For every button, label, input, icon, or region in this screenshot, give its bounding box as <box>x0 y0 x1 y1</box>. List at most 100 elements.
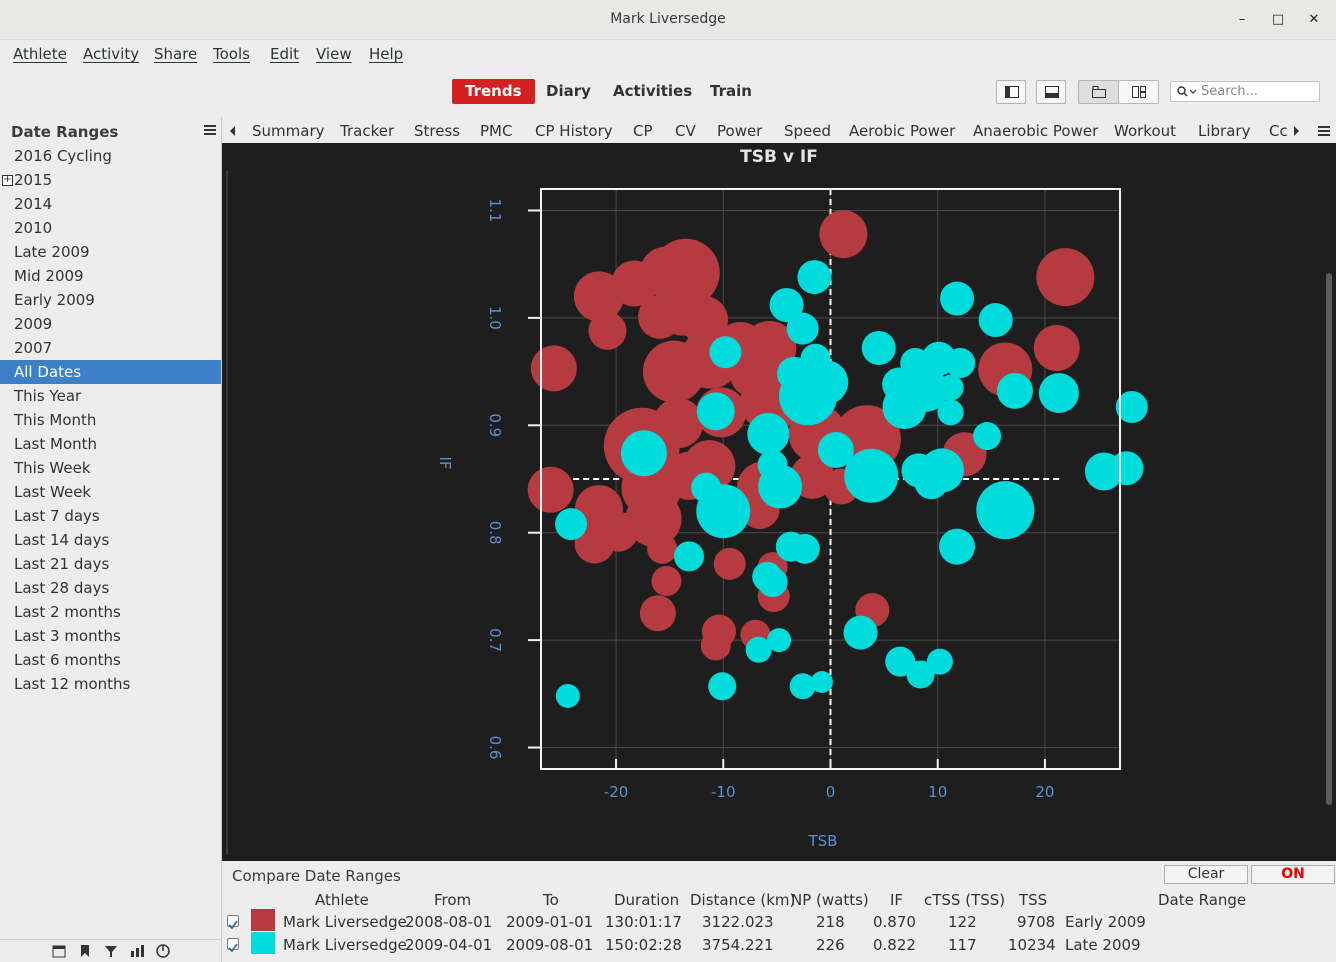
date-range-item[interactable]: All Dates <box>0 360 221 384</box>
data-point-series-1[interactable] <box>1036 248 1095 307</box>
bookmark-icon[interactable] <box>81 945 89 957</box>
data-point-series-2[interactable] <box>620 430 667 477</box>
data-point-series-1[interactable] <box>651 238 720 307</box>
date-range-item[interactable]: This Week <box>0 456 221 480</box>
date-range-item[interactable]: Last 21 days <box>0 552 221 576</box>
data-point-series-2[interactable] <box>555 683 580 708</box>
data-point-series-2[interactable] <box>844 448 899 503</box>
data-point-series-2[interactable] <box>757 567 788 598</box>
data-point-series-2[interactable] <box>708 672 737 701</box>
filter-icon[interactable] <box>105 946 117 957</box>
view-tab-train[interactable]: Train <box>710 82 752 100</box>
tiled-view-button[interactable] <box>1118 80 1159 104</box>
menu-tools[interactable]: Tools <box>213 45 250 63</box>
toggle-bottom-panel-button[interactable] <box>1036 80 1066 104</box>
data-point-series-1[interactable] <box>625 490 682 547</box>
date-range-item[interactable]: 2010 <box>0 216 221 240</box>
maximize-icon[interactable]: □ <box>1271 12 1285 27</box>
data-point-series-1[interactable] <box>639 595 676 632</box>
data-point-series-1[interactable] <box>527 466 574 513</box>
row-1-checkbox[interactable] <box>227 915 239 930</box>
data-point-series-2[interactable] <box>996 372 1033 409</box>
data-point-series-2[interactable] <box>976 481 1035 540</box>
date-range-item[interactable]: Mid 2009 <box>0 264 221 288</box>
data-point-series-2[interactable] <box>810 671 833 693</box>
chart-tab-library[interactable]: Library <box>1198 122 1251 140</box>
chart-tab-pmc[interactable]: PMC <box>480 122 513 140</box>
data-point-series-2[interactable] <box>973 422 1002 451</box>
row-2-color-swatch[interactable] <box>251 932 275 954</box>
data-point-series-2[interactable] <box>906 660 935 689</box>
data-point-series-2[interactable] <box>940 281 975 316</box>
view-tab-diary[interactable]: Diary <box>546 82 591 100</box>
date-range-item[interactable]: This Year <box>0 384 221 408</box>
compare-on-toggle[interactable]: ON <box>1251 865 1335 884</box>
date-range-item[interactable]: This Month <box>0 408 221 432</box>
date-range-item[interactable]: +2015 <box>0 168 221 192</box>
chart-tab-workout[interactable]: Workout <box>1114 122 1177 140</box>
date-range-item[interactable]: 2007 <box>0 336 221 360</box>
data-point-series-2[interactable] <box>882 385 927 430</box>
data-point-series-2[interactable] <box>673 541 704 572</box>
date-range-item[interactable]: Last Week <box>0 480 221 504</box>
search-input[interactable]: Search... <box>1170 81 1320 102</box>
menu-athlete[interactable]: Athlete <box>13 45 67 63</box>
view-tab-activities[interactable]: Activities <box>613 82 693 100</box>
menu-edit[interactable]: Edit <box>270 45 300 63</box>
data-point-series-2[interactable] <box>789 673 816 700</box>
row-2-checkbox[interactable] <box>227 938 239 953</box>
data-point-series-1[interactable] <box>530 345 577 392</box>
data-point-series-2[interactable] <box>861 330 896 365</box>
chart-tab-stress[interactable]: Stress <box>414 122 461 140</box>
chart-tab-aerobic-power[interactable]: Aerobic Power <box>849 122 956 140</box>
data-point-series-2[interactable] <box>797 260 832 295</box>
data-point-series-2[interactable] <box>945 348 976 378</box>
chart-tab-power[interactable]: Power <box>717 122 763 140</box>
date-range-item[interactable]: Last 3 months <box>0 624 221 648</box>
gauge-icon[interactable] <box>156 944 170 958</box>
data-point-series-1[interactable] <box>588 311 627 350</box>
data-point-series-2[interactable] <box>745 636 772 663</box>
data-point-series-2[interactable] <box>978 303 1013 338</box>
tabbed-view-button[interactable] <box>1078 80 1119 104</box>
data-point-series-2[interactable] <box>914 465 949 500</box>
chart-tab-summary[interactable]: Summary <box>252 122 325 140</box>
data-point-series-2[interactable] <box>817 432 854 468</box>
chart-menu-icon[interactable] <box>1318 125 1330 137</box>
data-point-series-2[interactable] <box>1038 373 1079 414</box>
calendar-icon[interactable] <box>52 945 66 958</box>
data-point-series-2[interactable] <box>937 399 964 426</box>
date-range-item[interactable]: 2009 <box>0 312 221 336</box>
data-point-series-2[interactable] <box>778 367 837 426</box>
data-point-series-1[interactable] <box>574 523 615 564</box>
data-point-series-2[interactable] <box>696 392 735 431</box>
date-range-item[interactable]: Last 7 days <box>0 504 221 528</box>
date-range-item[interactable]: 2016 Cycling <box>0 144 221 168</box>
date-range-item[interactable]: 2014 <box>0 192 221 216</box>
chart-tab-cv[interactable]: CV <box>675 122 696 140</box>
chart-scrollbar[interactable] <box>1326 273 1332 805</box>
data-point-series-2[interactable] <box>786 312 819 345</box>
view-tab-trends[interactable]: Trends <box>452 79 535 104</box>
data-point-series-2[interactable] <box>937 374 964 401</box>
data-point-series-2[interactable] <box>747 412 790 455</box>
data-point-series-2[interactable] <box>696 484 751 539</box>
chart-icon[interactable] <box>131 945 144 957</box>
data-point-series-1[interactable] <box>700 630 731 661</box>
data-point-series-2[interactable] <box>767 628 792 653</box>
date-range-item[interactable]: Last Month <box>0 432 221 456</box>
minimize-icon[interactable]: – <box>1238 12 1246 27</box>
data-point-series-2[interactable] <box>709 336 742 369</box>
date-range-item[interactable]: Last 28 days <box>0 576 221 600</box>
menu-view[interactable]: View <box>316 45 352 63</box>
chart-tab-anaerobic-power[interactable]: Anaerobic Power <box>973 122 1099 140</box>
date-range-item[interactable]: Last 6 months <box>0 648 221 672</box>
data-point-series-2[interactable] <box>789 533 820 564</box>
data-point-series-2[interactable] <box>843 615 878 650</box>
chart-tab-cp[interactable]: CP <box>633 122 653 140</box>
toggle-sidebar-button[interactable] <box>996 80 1026 104</box>
chart-tab-cc[interactable]: Cc <box>1269 122 1287 140</box>
data-point-series-2[interactable] <box>939 528 976 565</box>
menu-help[interactable]: Help <box>369 45 404 63</box>
date-range-item[interactable]: Early 2009 <box>0 288 221 312</box>
